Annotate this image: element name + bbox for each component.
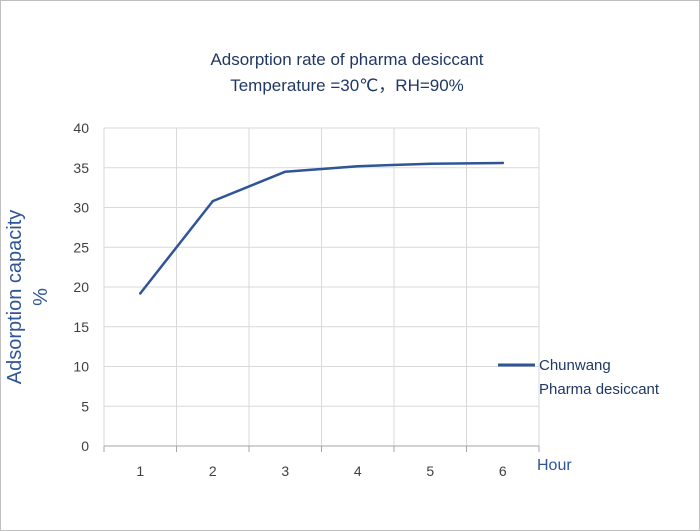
x-tick-label: 6 (499, 463, 507, 479)
x-axis-title: Hour (537, 457, 572, 474)
x-tick-label: 4 (354, 463, 362, 479)
data-point (211, 199, 214, 203)
data-point (429, 162, 432, 165)
grid (103, 127, 540, 446)
data-point (284, 170, 287, 173)
axes (103, 445, 540, 452)
data-point (501, 161, 504, 165)
y-tick-label: 10 (73, 359, 89, 375)
y-tick-label: 30 (73, 200, 89, 216)
chart-subtitle: Temperature =30℃，RH=90% (230, 76, 464, 95)
y-tick-label: 15 (73, 319, 89, 335)
y-tick-label: 0 (81, 438, 89, 454)
chart-title: Adsorption rate of pharma desiccant (210, 50, 483, 69)
data-point (356, 164, 359, 168)
y-tick-label: 5 (81, 398, 89, 414)
series (139, 161, 505, 295)
y-tick-label: 20 (73, 279, 89, 295)
y-tick-label: 35 (73, 160, 89, 176)
tick-labels: 0 5 10 15 20 25 30 35 40 1 2 3 4 5 6 (73, 120, 506, 479)
x-tick-label: 1 (136, 463, 144, 479)
y-tick-label: 40 (73, 120, 89, 136)
x-tick-label: 5 (426, 463, 434, 479)
series-line (139, 161, 505, 295)
y-tick-label: 25 (73, 239, 89, 255)
y-axis-unit: % (30, 288, 52, 306)
y-axis-title: Adsorption capacity (4, 210, 26, 385)
x-tick-label: 2 (209, 463, 217, 479)
data-point (139, 292, 142, 295)
legend-label-line1: Chunwang (539, 357, 611, 374)
x-tick-label: 3 (281, 463, 289, 479)
legend-label-line2: Pharma desiccant (539, 381, 660, 398)
